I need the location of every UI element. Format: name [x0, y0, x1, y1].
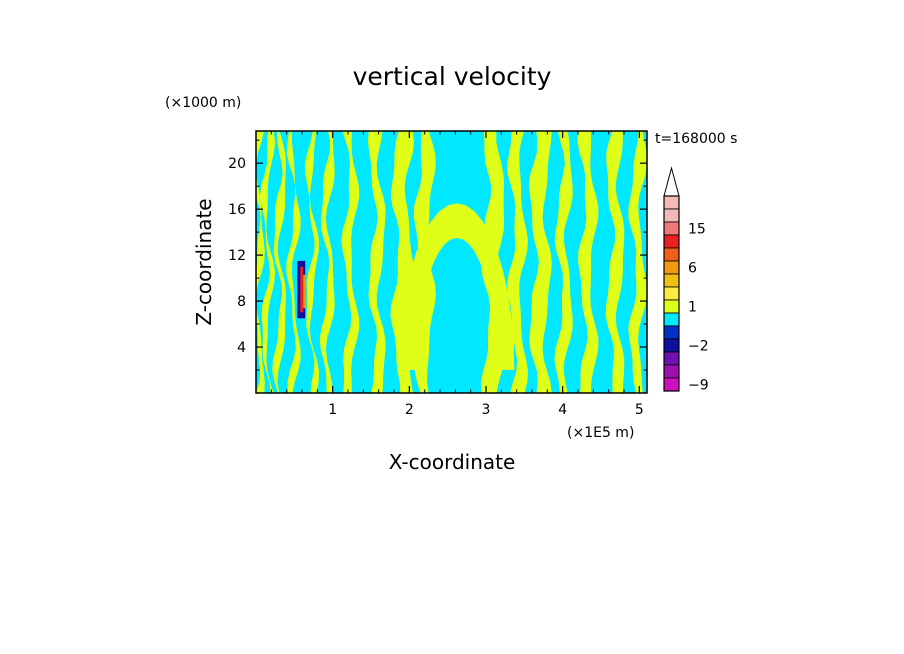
x-tick-label: 3	[482, 402, 491, 418]
anomaly-positive	[300, 266, 304, 313]
field-band	[367, 131, 386, 393]
colorbar-level	[663, 338, 680, 353]
y-tick-label: 4	[237, 340, 246, 356]
x-unit-label: (×1E5 m)	[567, 425, 634, 441]
field-band	[628, 131, 647, 393]
chart-title: vertical velocity	[353, 62, 552, 91]
field-band	[528, 131, 552, 393]
x-tick-label: 2	[405, 402, 414, 418]
field-band	[390, 131, 414, 393]
field-band	[286, 131, 301, 393]
colorbar-level	[663, 351, 680, 366]
anomaly-positive-edge	[303, 274, 307, 309]
colorbar-label: 15	[688, 222, 706, 238]
x-tick-label: 1	[328, 402, 337, 418]
velocity-field	[256, 131, 647, 393]
colorbar-level	[663, 325, 680, 340]
field-arch	[399, 203, 515, 370]
colorbar-level	[663, 377, 680, 392]
y-tick-label: 8	[237, 294, 246, 310]
field-band	[577, 131, 599, 393]
field-band	[341, 131, 360, 393]
colorbar-level	[663, 260, 680, 275]
colorbar-label: 1	[688, 300, 697, 316]
y-tick-label: 16	[228, 202, 246, 218]
field-band	[319, 131, 335, 393]
x-axis-label: X-coordinate	[389, 450, 516, 474]
field-band	[256, 131, 265, 393]
colorbar-label: −2	[688, 339, 709, 355]
colorbar-level	[663, 247, 680, 262]
colorbar-frame	[663, 195, 680, 392]
plot-frame	[255, 130, 648, 394]
colorbar-label: 6	[688, 261, 697, 277]
colorbar-level	[663, 364, 680, 379]
time-label: t=168000 s	[655, 131, 737, 147]
colorbar-level	[663, 273, 680, 288]
colorbar-level	[663, 312, 680, 327]
colorbar-level	[663, 195, 680, 210]
field-band	[304, 131, 319, 393]
colorbar-extend-arrow	[663, 166, 680, 197]
x-tick-label: 5	[635, 402, 644, 418]
y-tick-label: 20	[228, 156, 246, 172]
colorbar-level	[663, 234, 680, 249]
y-unit-label: (×1000 m)	[165, 95, 241, 111]
colorbar: 15 6 1 −2 −9	[663, 166, 709, 394]
y-tick-label: 12	[228, 248, 246, 264]
y-axis-label: Z-coordinate	[192, 198, 216, 325]
field-band	[605, 131, 625, 393]
colorbar-level	[663, 208, 680, 223]
colorbar-level	[663, 299, 680, 314]
colorbar-level	[663, 286, 680, 301]
field-band	[259, 131, 276, 393]
x-tick-label: 4	[558, 402, 567, 418]
field-band	[554, 131, 573, 393]
field-band	[272, 131, 286, 393]
colorbar-label: −9	[688, 378, 709, 394]
colorbar-level	[663, 221, 680, 236]
